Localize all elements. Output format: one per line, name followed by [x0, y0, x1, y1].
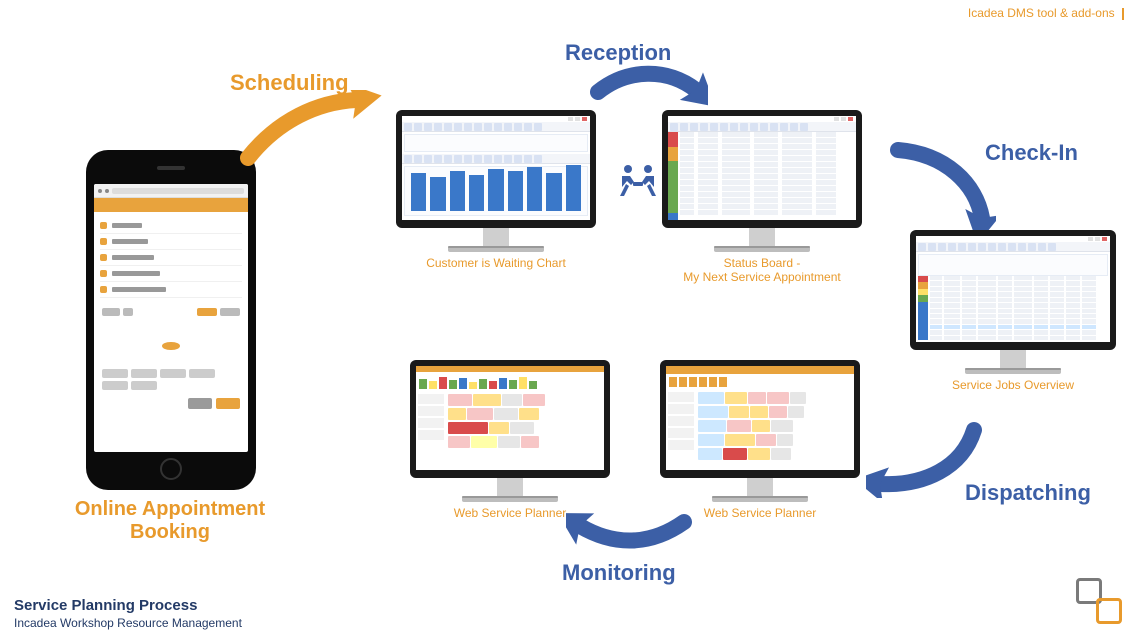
planner-grid	[696, 390, 854, 470]
phone-screen	[94, 184, 248, 452]
app-header-bar	[94, 198, 248, 212]
ribbon	[916, 242, 1110, 252]
resource-names	[416, 392, 446, 470]
infographic-canvas: Icadea DMS tool & add-ons Scheduling Rec…	[0, 0, 1136, 638]
footer-title: Service Planning Process	[14, 597, 197, 614]
waiting-bar-chart	[404, 166, 588, 216]
planner-toolbar	[666, 374, 854, 388]
mini-bar-chart	[416, 372, 604, 390]
resource-names	[666, 390, 696, 470]
calendar-header	[102, 308, 240, 316]
monitor-status-board	[662, 110, 862, 252]
next-button[interactable]	[216, 398, 240, 409]
service-option-list	[94, 212, 248, 304]
calendar-grid	[102, 320, 240, 361]
time-slots	[94, 365, 248, 394]
status-color-strip	[918, 276, 928, 340]
planner-body	[416, 392, 604, 470]
back-button[interactable]	[188, 398, 212, 409]
footer-subtitle: Incadea Workshop Resource Management	[14, 616, 242, 630]
arrow-scheduling	[228, 90, 388, 170]
monitor-customer-waiting	[396, 110, 596, 252]
step-online-booking: Online AppointmentBooking	[60, 498, 280, 544]
calendar	[94, 304, 248, 365]
arrow-monitoring	[566, 512, 696, 556]
header-accent-bar	[1122, 8, 1124, 20]
header-text: Icadea DMS tool & add-ons	[968, 6, 1115, 20]
jobs-grid	[918, 276, 1108, 340]
ribbon-secondary	[402, 154, 590, 164]
arrow-dispatching	[866, 418, 986, 498]
step-checkin: Check-In	[985, 140, 1078, 166]
arrow-checkin	[886, 140, 996, 230]
planner-grid	[446, 392, 604, 470]
monitor-service-jobs	[910, 230, 1116, 374]
wizard-actions	[94, 394, 248, 413]
filter-panel	[918, 254, 1108, 276]
ribbon	[668, 122, 856, 132]
caption-status-board: Status Board -My Next Service Appointmen…	[652, 256, 872, 284]
caption-service-jobs: Service Jobs Overview	[900, 378, 1126, 392]
appointment-rows	[680, 132, 854, 215]
home-button[interactable]	[160, 458, 182, 480]
step-monitoring: Monitoring	[562, 560, 676, 586]
monitor-service-planner-monitor	[410, 360, 610, 502]
browser-address-bar	[94, 184, 248, 198]
filter-panel	[404, 134, 588, 152]
header-tool-name: Icadea DMS tool & add-ons	[968, 6, 1124, 20]
jobs-table	[928, 276, 1108, 340]
phone-speaker	[157, 166, 185, 170]
planner-header	[666, 366, 854, 374]
status-color-strip	[668, 132, 678, 220]
phone-mockup	[86, 150, 256, 490]
monitor-service-planner-dispatch	[660, 360, 860, 502]
planner-body	[666, 390, 854, 470]
logo-two-squares	[1076, 578, 1122, 624]
handshake-icon	[616, 162, 660, 202]
ribbon	[402, 122, 590, 132]
arrow-reception	[588, 62, 708, 112]
caption-customer-waiting: Customer is Waiting Chart	[386, 256, 606, 270]
